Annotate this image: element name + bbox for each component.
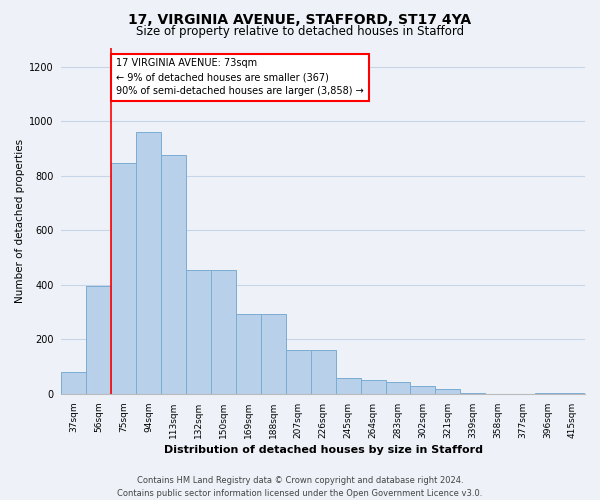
Bar [211,270,236,394]
Bar [335,378,361,394]
Bar [136,132,161,394]
Bar [436,388,460,394]
Text: 17 VIRGINIA AVENUE: 73sqm
← 9% of detached houses are smaller (367)
90% of semi-: 17 VIRGINIA AVENUE: 73sqm ← 9% of detach… [116,58,364,96]
Bar [186,270,211,394]
Bar [386,382,410,394]
Bar [410,386,436,394]
Bar [311,350,335,394]
Bar [560,392,585,394]
Bar [86,286,111,394]
Bar [236,314,261,394]
Bar [111,164,136,394]
Bar [535,392,560,394]
Bar [261,314,286,394]
X-axis label: Distribution of detached houses by size in Stafford: Distribution of detached houses by size … [164,445,483,455]
Y-axis label: Number of detached properties: Number of detached properties [15,138,25,303]
Text: 17, VIRGINIA AVENUE, STAFFORD, ST17 4YA: 17, VIRGINIA AVENUE, STAFFORD, ST17 4YA [128,12,472,26]
Bar [460,392,485,394]
Bar [361,380,386,394]
Bar [161,156,186,394]
Bar [61,372,86,394]
Text: Contains HM Land Registry data © Crown copyright and database right 2024.
Contai: Contains HM Land Registry data © Crown c… [118,476,482,498]
Text: Size of property relative to detached houses in Stafford: Size of property relative to detached ho… [136,25,464,38]
Bar [286,350,311,394]
